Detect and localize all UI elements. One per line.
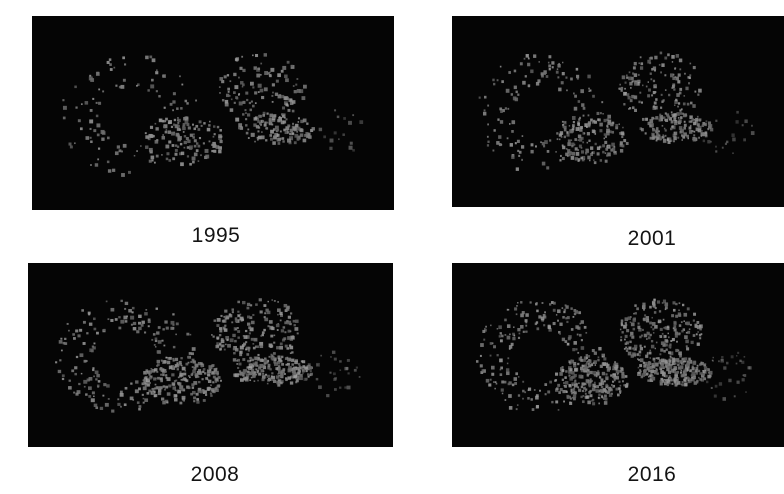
- year-caption-2001: 2001: [627, 227, 677, 250]
- year-caption-2008: 2008: [190, 463, 240, 486]
- urban-footprint-map: [55, 298, 361, 413]
- map-panel-2016: [452, 263, 784, 447]
- year-caption-2016: 2016: [627, 463, 677, 486]
- urban-footprint-map: [478, 51, 755, 171]
- map-panel-1995: [32, 16, 394, 210]
- urban-footprint-map: [475, 298, 752, 411]
- map-panel-2008: [28, 263, 393, 447]
- year-caption-1995: 1995: [191, 224, 241, 247]
- urban-footprint-map: [62, 53, 364, 177]
- map-panel-2001: [452, 16, 784, 207]
